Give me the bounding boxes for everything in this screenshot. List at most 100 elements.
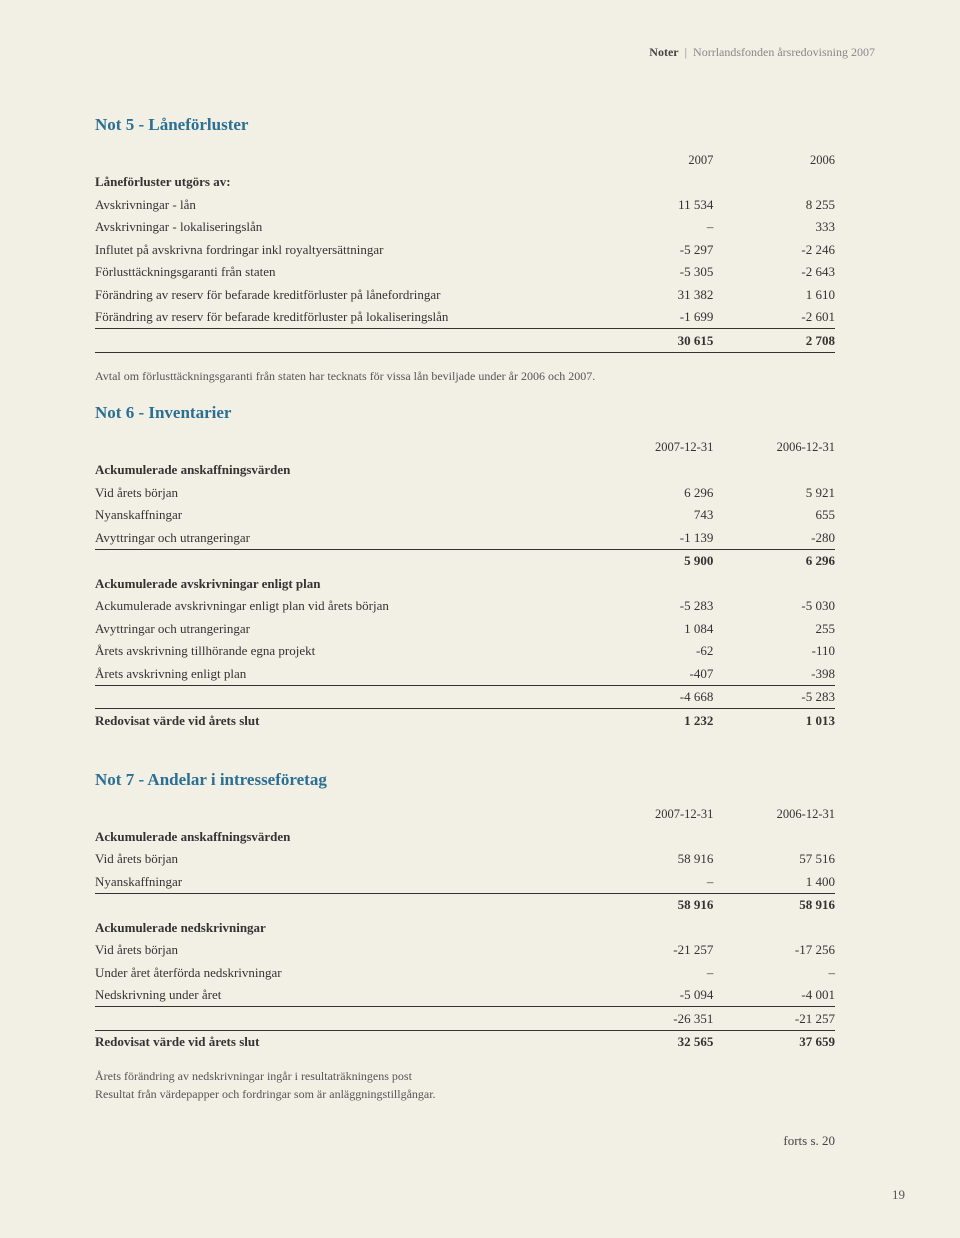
not6-sec2-total-c1: -4 668: [592, 685, 714, 709]
table-row: Under året återförda nedskrivningar––: [95, 961, 835, 984]
not6-final-label: Redovisat värde vid årets slut: [95, 709, 592, 732]
not7-sec2-total-c1: -26 351: [592, 1007, 714, 1031]
not7-col2: 2006-12-31: [713, 804, 835, 826]
row-c1: -5 297: [592, 238, 714, 261]
row-c2: 57 516: [713, 848, 835, 871]
row-c2: –: [713, 961, 835, 984]
row-c1: 58 916: [592, 848, 714, 871]
row-c1: -1 699: [592, 306, 714, 329]
row-label: Under året återförda nedskrivningar: [95, 961, 592, 984]
header-sep: |: [685, 45, 687, 59]
not6-title: Not 6 - Inventarier: [95, 403, 875, 423]
table-row: Årets avskrivning enligt plan-407-398: [95, 662, 835, 685]
row-c2: -2 643: [713, 261, 835, 284]
row-c2: -2 601: [713, 306, 835, 329]
not5-col2: 2006: [713, 149, 835, 171]
not7-final-c1: 32 565: [592, 1030, 714, 1053]
not7-footnote: Årets förändring av nedskrivningar ingår…: [95, 1067, 835, 1103]
row-c1: –: [592, 870, 714, 893]
row-c2: 8 255: [713, 193, 835, 216]
row-c2: 255: [713, 617, 835, 640]
row-c1: -21 257: [592, 939, 714, 962]
not7-footnote-line2: Resultat från värdepapper och fordringar…: [95, 1087, 436, 1101]
row-label: Avskrivningar - lokaliseringslån: [95, 216, 592, 239]
row-label: Avskrivningar - lån: [95, 193, 592, 216]
page-header: Noter | Norrlandsfonden årsredovisning 2…: [95, 45, 875, 60]
not6-final-c1: 1 232: [592, 709, 714, 732]
row-c1: 1 084: [592, 617, 714, 640]
row-label: Förlusttäckningsgaranti från staten: [95, 261, 592, 284]
not5-total-c2: 2 708: [713, 329, 835, 353]
not7-table: 2007-12-31 2006-12-31 Ackumulerade anska…: [95, 804, 835, 1054]
row-c1: 11 534: [592, 193, 714, 216]
row-label: Nyanskaffningar: [95, 504, 592, 527]
table-row: Nyanskaffningar743655: [95, 504, 835, 527]
not7-sec1-total-c1: 58 916: [592, 893, 714, 916]
not6-sec1-total-c1: 5 900: [592, 549, 714, 572]
row-c2: 333: [713, 216, 835, 239]
row-label: Nedskrivning under året: [95, 984, 592, 1007]
row-c2: -398: [713, 662, 835, 685]
not7-sec2-label: Ackumulerade nedskrivningar: [95, 916, 592, 939]
row-c2: -2 246: [713, 238, 835, 261]
row-label: Förändring av reserv för befarade kredit…: [95, 306, 592, 329]
table-row: Ackumulerade avskrivningar enligt plan v…: [95, 595, 835, 618]
not7-footnote-line1: Årets förändring av nedskrivningar ingår…: [95, 1069, 412, 1083]
row-label: Nyanskaffningar: [95, 870, 592, 893]
table-row: Influtet på avskrivna fordringar inkl ro…: [95, 238, 835, 261]
row-c1: 743: [592, 504, 714, 527]
table-row: Vid årets början6 2965 921: [95, 481, 835, 504]
row-label: Avyttringar och utrangeringar: [95, 526, 592, 549]
page-number: 19: [892, 1187, 905, 1203]
row-c1: –: [592, 216, 714, 239]
table-row: Nedskrivning under året-5 094-4 001: [95, 984, 835, 1007]
not6-col1: 2007-12-31: [592, 437, 714, 459]
row-c2: -280: [713, 526, 835, 549]
row-label: Influtet på avskrivna fordringar inkl ro…: [95, 238, 592, 261]
header-title: Norrlandsfonden årsredovisning 2007: [693, 45, 875, 59]
row-label: Vid årets början: [95, 481, 592, 504]
not5-table: 2007 2006 Låneförluster utgörs av: Avskr…: [95, 149, 835, 353]
not7-title: Not 7 - Andelar i intresseföretag: [95, 770, 875, 790]
not6-sec2-total-c2: -5 283: [713, 685, 835, 709]
row-c1: -5 094: [592, 984, 714, 1007]
row-c1: -5 305: [592, 261, 714, 284]
row-c1: 6 296: [592, 481, 714, 504]
table-row: Avyttringar och utrangeringar-1 139-280: [95, 526, 835, 549]
not7-final-c2: 37 659: [713, 1030, 835, 1053]
not6-sec1-total-c2: 6 296: [713, 549, 835, 572]
row-c1: -1 139: [592, 526, 714, 549]
not5-intro: Låneförluster utgörs av:: [95, 171, 592, 194]
row-label: Vid årets början: [95, 939, 592, 962]
not6-sec1-label: Ackumulerade anskaffningsvärden: [95, 459, 592, 482]
row-label: Årets avskrivning tillhörande egna proje…: [95, 640, 592, 663]
table-row: Vid årets början58 91657 516: [95, 848, 835, 871]
row-c1: -5 283: [592, 595, 714, 618]
row-c2: -4 001: [713, 984, 835, 1007]
table-row: Förändring av reserv för befarade kredit…: [95, 306, 835, 329]
table-row: Vid årets början-21 257-17 256: [95, 939, 835, 962]
row-c2: 5 921: [713, 481, 835, 504]
table-row: Avyttringar och utrangeringar1 084255: [95, 617, 835, 640]
row-c1: 31 382: [592, 283, 714, 306]
not6-col2: 2006-12-31: [713, 437, 835, 459]
row-c2: 1 400: [713, 870, 835, 893]
row-label: Ackumulerade avskrivningar enligt plan v…: [95, 595, 592, 618]
not7-col1: 2007-12-31: [592, 804, 714, 826]
row-c2: -17 256: [713, 939, 835, 962]
table-row: Förlusttäckningsgaranti från staten-5 30…: [95, 261, 835, 284]
table-row: Nyanskaffningar–1 400: [95, 870, 835, 893]
table-row: Förändring av reserv för befarade kredit…: [95, 283, 835, 306]
row-label: Årets avskrivning enligt plan: [95, 662, 592, 685]
not7-final-label: Redovisat värde vid årets slut: [95, 1030, 592, 1053]
not6-final-c2: 1 013: [713, 709, 835, 732]
row-c2: -110: [713, 640, 835, 663]
row-c2: 1 610: [713, 283, 835, 306]
row-label: Vid årets början: [95, 848, 592, 871]
not7-sec1-label: Ackumulerade anskaffningsvärden: [95, 825, 592, 848]
table-row: Årets avskrivning tillhörande egna proje…: [95, 640, 835, 663]
not5-footnote: Avtal om förlusttäckningsgaranti från st…: [95, 367, 835, 385]
row-c2: -5 030: [713, 595, 835, 618]
row-c1: –: [592, 961, 714, 984]
header-section: Noter: [649, 45, 678, 59]
